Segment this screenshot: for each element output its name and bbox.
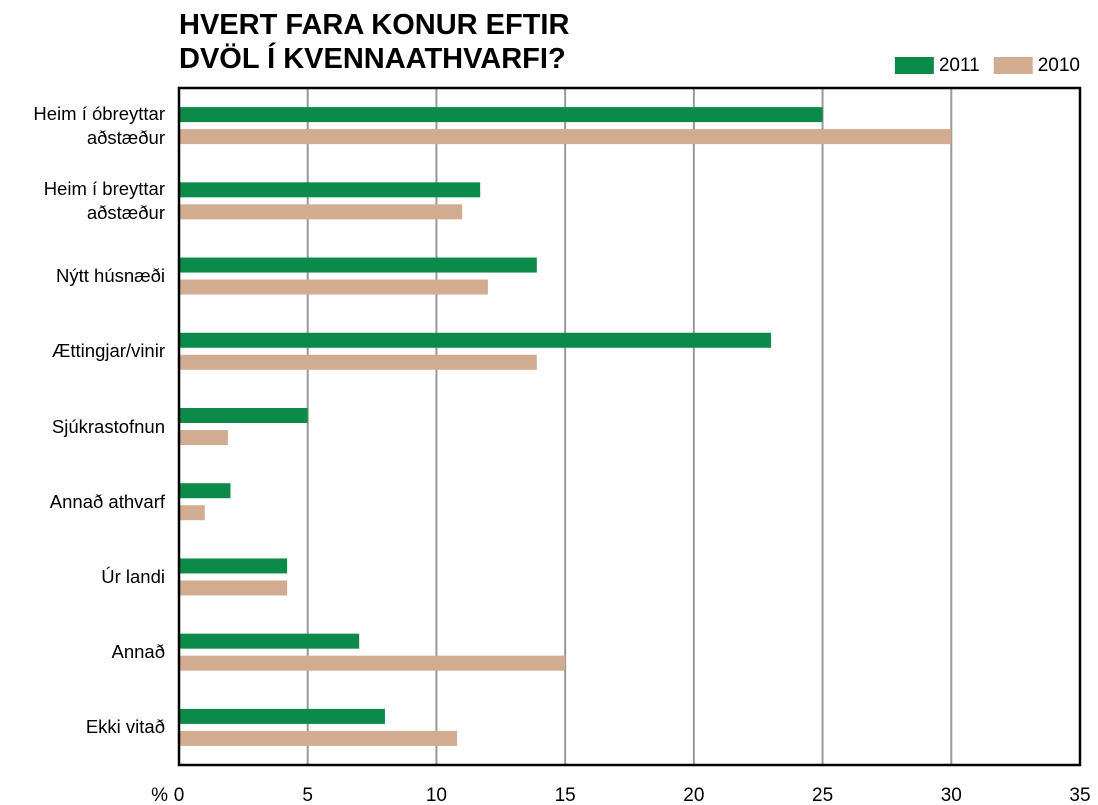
bar xyxy=(179,655,566,671)
category-label: Annað athvarf xyxy=(49,490,165,512)
x-tick-label: 35 xyxy=(1069,785,1090,805)
plot-frame xyxy=(177,86,1082,767)
category-label: Heim í óbreyttar aðstæður xyxy=(33,102,165,148)
category-label: Úr landi xyxy=(101,565,165,587)
legend-label: 2010 xyxy=(1038,55,1080,76)
x-tick-label: 0 xyxy=(174,785,185,805)
bar xyxy=(179,505,205,521)
category-label: Heim í breyttar aðstæður xyxy=(43,177,165,223)
x-tick-label: 5 xyxy=(302,785,313,805)
x-tick-label: 30 xyxy=(941,785,962,805)
legend-swatch xyxy=(894,57,934,74)
legend-label: 2011 xyxy=(939,55,980,76)
bar xyxy=(179,204,463,220)
category-label: Ekki vitað xyxy=(85,716,165,738)
bar xyxy=(179,129,952,145)
bar xyxy=(179,408,308,423)
bar xyxy=(179,430,228,445)
bar xyxy=(179,279,488,295)
x-tick-label: 20 xyxy=(683,785,704,805)
category-label: Nýtt húsnæði xyxy=(56,265,165,287)
bar xyxy=(179,354,537,370)
bar xyxy=(179,257,537,273)
x-axis-label: % xyxy=(151,785,168,805)
bar xyxy=(179,633,360,649)
x-tick-label: 25 xyxy=(812,785,833,805)
legend-swatch xyxy=(993,57,1033,74)
category-label: Annað xyxy=(111,641,166,663)
bar xyxy=(179,708,385,724)
chart-title: HVERT FARA KONUR EFTIR DVÖL Í KVENNAATHV… xyxy=(179,9,570,75)
bar xyxy=(179,107,823,123)
x-tick-label: 15 xyxy=(555,785,576,805)
x-tick-label: 10 xyxy=(426,785,447,805)
bar xyxy=(179,483,231,499)
bar xyxy=(179,182,481,198)
bar xyxy=(179,580,288,596)
category-label: Ættingjar/vinir xyxy=(51,340,165,362)
bar xyxy=(179,558,288,574)
category-label: Sjúkrastofnun xyxy=(51,415,165,437)
bar xyxy=(179,332,772,348)
bar xyxy=(179,730,458,746)
